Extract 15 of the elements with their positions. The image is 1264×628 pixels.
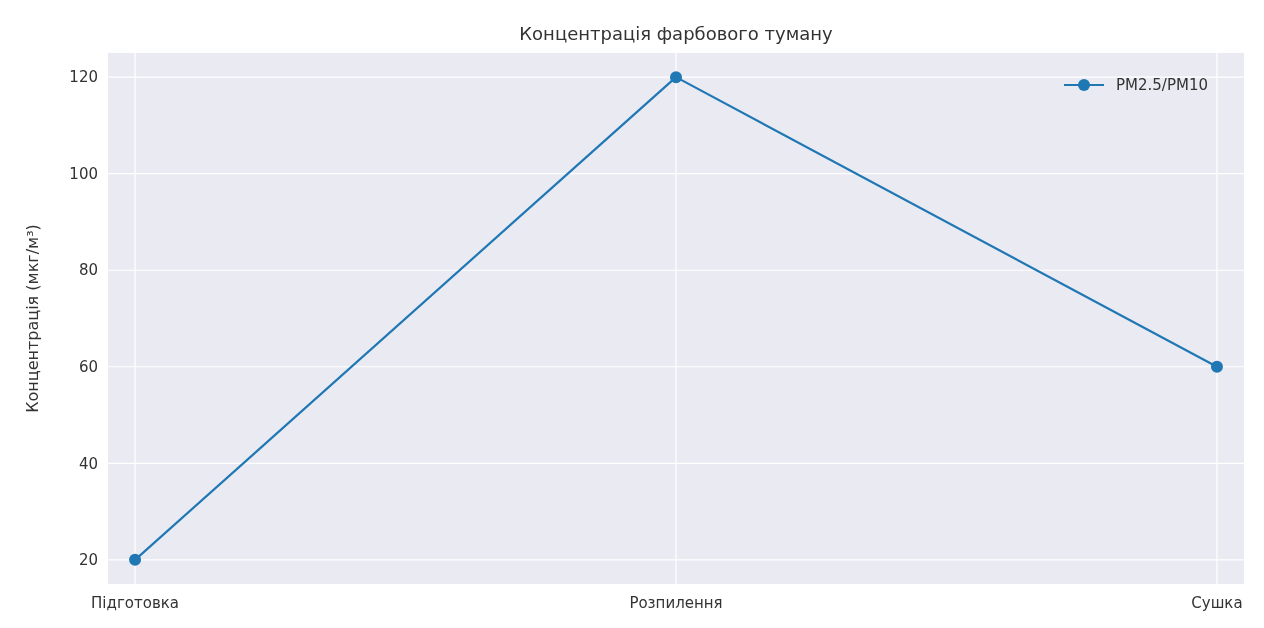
point (1210, 360, 1223, 373)
point (129, 553, 142, 566)
y-tick-label: 120 (69, 68, 98, 87)
x-tick-label: Підготовка (91, 594, 179, 612)
point (670, 71, 682, 84)
y-tick-label: 60 (78, 358, 98, 377)
legend-label: PM2.5/PM10 (1116, 76, 1208, 95)
y-tick-label: 20 (78, 551, 98, 570)
x-tick-label: Розпилення (629, 594, 723, 612)
y-tick-label: 40 (78, 454, 98, 473)
y-tick-label: 80 (78, 261, 98, 280)
chart-title: Концентрація фарбового туману (519, 23, 834, 44)
y-tick-label: 100 (69, 164, 98, 183)
x-tick-label: Сушка (1191, 594, 1243, 612)
y-axis-title: Концентрація (мкг/м³) (23, 224, 42, 413)
